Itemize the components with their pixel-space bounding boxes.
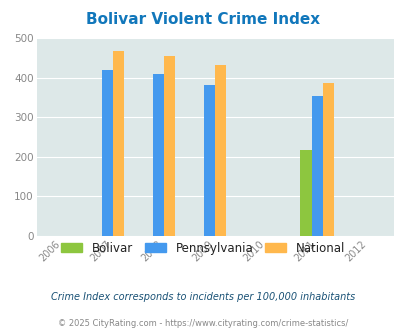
Bar xyxy=(322,83,333,236)
Text: Bolivar Violent Crime Index: Bolivar Violent Crime Index xyxy=(86,12,319,26)
Legend: Bolivar, Pennsylvania, National: Bolivar, Pennsylvania, National xyxy=(57,238,348,258)
Bar xyxy=(164,56,175,236)
Bar xyxy=(102,70,113,236)
Text: © 2025 CityRating.com - https://www.cityrating.com/crime-statistics/: © 2025 CityRating.com - https://www.city… xyxy=(58,319,347,328)
Text: Crime Index corresponds to incidents per 100,000 inhabitants: Crime Index corresponds to incidents per… xyxy=(51,292,354,302)
Bar xyxy=(203,85,215,236)
Bar xyxy=(113,51,124,236)
Bar xyxy=(153,74,164,236)
Bar xyxy=(311,96,322,236)
Bar xyxy=(215,65,226,236)
Bar xyxy=(300,150,311,236)
